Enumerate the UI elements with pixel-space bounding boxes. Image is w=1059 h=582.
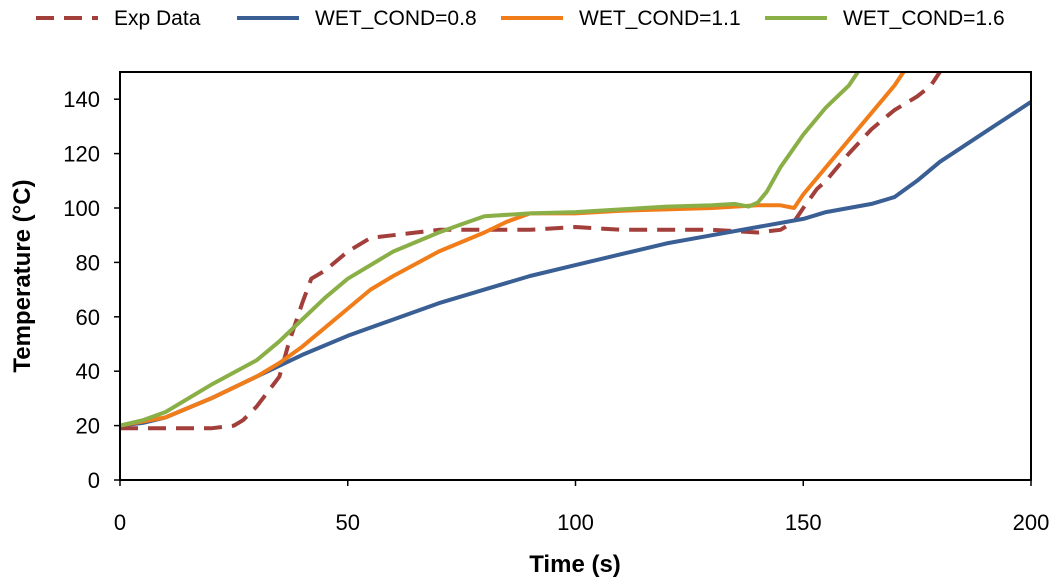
y-tick-label: 20	[76, 414, 100, 439]
x-axis-ticks: 0 50 100 150 200	[114, 480, 1049, 535]
series-line-wet-cond-1-6	[120, 72, 860, 428]
legend-label: WET_COND=1.1	[579, 7, 741, 30]
legend-label: Exp Data	[114, 7, 201, 30]
x-tick-label: 100	[557, 510, 594, 535]
series-line-exp-data	[120, 72, 942, 431]
y-tick-label: 0	[88, 468, 100, 493]
y-axis-title: Temperature (°C)	[9, 179, 36, 372]
y-tick-label: 120	[63, 142, 100, 167]
x-tick-label: 200	[1013, 510, 1050, 535]
y-axis-ticks: 0 20 40 60 80 100 120 140	[63, 87, 120, 493]
y-tick-label: 140	[63, 87, 100, 112]
legend-label: WET_COND=0.8	[315, 7, 477, 30]
y-tick-label: 100	[63, 196, 100, 221]
legend-label: WET_COND=1.6	[843, 7, 1005, 30]
x-tick-label: 150	[785, 510, 822, 535]
y-tick-label: 40	[76, 359, 100, 384]
x-tick-label: 50	[336, 510, 360, 535]
x-tick-label: 0	[114, 510, 126, 535]
legend: Exp Data WET_COND=0.8 WET_COND=1.1 WET_COND…	[36, 7, 1005, 30]
y-tick-label: 80	[76, 250, 100, 275]
x-axis-title: Time (s)	[529, 551, 621, 578]
y-tick-label: 60	[76, 305, 100, 330]
plot-frame	[119, 71, 1032, 481]
series-group	[120, 72, 1031, 431]
